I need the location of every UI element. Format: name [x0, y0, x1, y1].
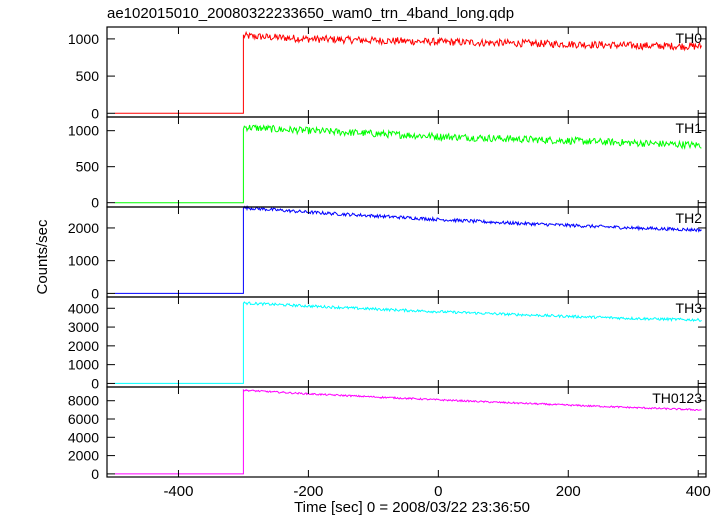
chart-title: ae102015010_20080322233650_wam0_trn_4ban… — [107, 5, 514, 22]
y-tick-label: 1000 — [68, 357, 99, 373]
series-line-th0123 — [114, 388, 702, 475]
y-axis-label: Counts/sec — [34, 219, 51, 295]
panel-th1: 0 500 1000 TH1 — [68, 116, 707, 211]
series-label-th2: TH2 — [676, 210, 703, 226]
panel-th2: 0 1000 2000 TH2 — [68, 205, 707, 301]
x-tick-label: 200 — [556, 483, 581, 500]
panel-frame-th1 — [106, 116, 707, 208]
panel-frame-th2 — [106, 206, 707, 298]
y-tick-label: 4000 — [68, 429, 99, 445]
series-label-th0: TH0 — [676, 30, 703, 46]
series-label-th3: TH3 — [676, 300, 703, 316]
x-tick-label: -200 — [293, 483, 323, 500]
y-tick-label: 0 — [91, 375, 99, 391]
panel-th0: 0 500 1000 TH0 — [68, 26, 707, 121]
y-tick-label: 2000 — [68, 220, 99, 236]
y-tick-label: 0 — [91, 105, 99, 121]
series-line-th3 — [114, 301, 702, 384]
series-line-th2 — [114, 205, 702, 294]
y-tick-label: 2000 — [68, 448, 99, 464]
y-tick-label: 0 — [91, 466, 99, 482]
panels-group: 0 500 1000 TH0 0 500 1000 TH1 0 1000 2000 TH2 0 1000 2… — [68, 26, 707, 482]
y-tick-label: 500 — [76, 159, 100, 175]
y-tick-label: 3000 — [68, 319, 99, 335]
y-tick-label: 8000 — [68, 393, 99, 409]
series-label-th1: TH1 — [676, 120, 703, 136]
x-axis-label: Time [sec] 0 = 2008/03/22 23:36:50 — [294, 499, 530, 516]
x-tick-label: -400 — [163, 483, 193, 500]
series-line-th0 — [114, 30, 702, 114]
y-tick-label: 0 — [91, 285, 99, 301]
y-tick-label: 4000 — [68, 300, 99, 316]
panel-th0123: 0 2000 4000 6000 8000 TH0123 — [68, 386, 707, 482]
y-tick-label: 1000 — [68, 123, 99, 139]
y-tick-label: 500 — [76, 68, 100, 84]
series-line-th1 — [114, 124, 702, 204]
panel-frame-th0123 — [106, 386, 707, 478]
y-tick-label: 6000 — [68, 411, 99, 427]
y-tick-label: 2000 — [68, 338, 99, 354]
x-axis: -400 -200 0 200 400 — [163, 483, 710, 500]
y-tick-label: 0 — [91, 195, 99, 211]
x-tick-label: 400 — [686, 483, 711, 500]
x-tick-label: 0 — [434, 483, 442, 500]
y-tick-label: 1000 — [68, 31, 99, 47]
panel-th3: 0 1000 2000 3000 4000 TH3 — [68, 296, 707, 391]
y-tick-label: 1000 — [68, 253, 99, 269]
series-label-th0123: TH0123 — [652, 390, 702, 406]
